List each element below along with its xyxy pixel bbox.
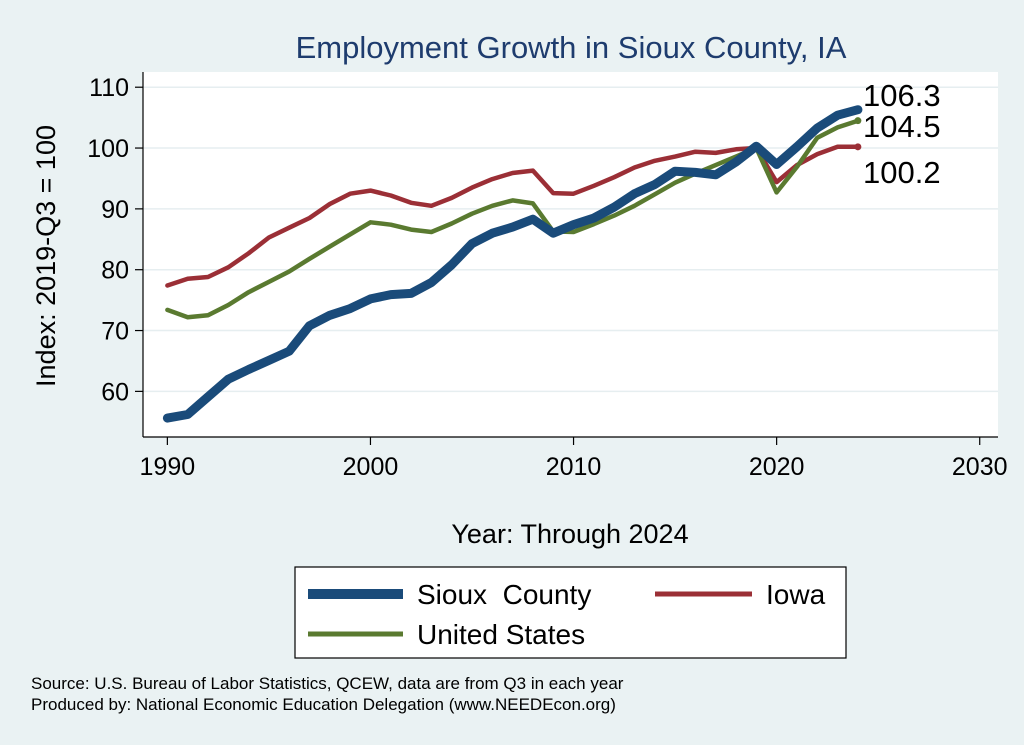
- y-tick-label-100: 100: [87, 135, 129, 163]
- x-axis-label: Year: Through 2024: [451, 519, 688, 549]
- legend-label-sioux-county: Sioux County: [417, 579, 591, 610]
- plot-area: [143, 72, 998, 437]
- end-label-sioux-county: 106.3: [863, 78, 941, 113]
- x-tick-label-2020: 2020: [749, 453, 805, 481]
- series-line-sioux-county: [162, 105, 863, 423]
- legend: Sioux County Iowa United States: [294, 566, 847, 659]
- x-tick-label-2010: 2010: [546, 453, 602, 481]
- series-line-iowa: [165, 144, 861, 288]
- x-tick-label-1990: 1990: [140, 453, 196, 481]
- end-label-united-states: 104.5: [863, 109, 941, 144]
- y-tick-label-110: 110: [89, 74, 129, 102]
- series-endpoint-iowa: [854, 143, 862, 151]
- y-tick-label-60: 60: [101, 378, 129, 406]
- chart-title: Employment Growth in Sioux County, IA: [296, 30, 847, 65]
- y-tick-label-70: 70: [101, 318, 129, 346]
- series-endpoint-sioux-county: [854, 106, 862, 114]
- legend-label-united-states: United States: [417, 619, 585, 650]
- y-axis-label: Index: 2019-Q3 = 100: [31, 125, 61, 387]
- end-label-iowa: 100.2: [863, 155, 941, 190]
- y-tick-label-80: 80: [101, 257, 129, 285]
- series-endpoint-united-states: [854, 117, 862, 125]
- legend-box: [294, 566, 847, 659]
- grid-lines: [143, 86, 998, 393]
- y-tick-label-90: 90: [101, 196, 129, 224]
- x-ticks: 1990 2000 2010 2020 2030: [140, 437, 1008, 481]
- source-line: Source: U.S. Bureau of Labor Statistics,…: [31, 674, 624, 693]
- series-lines: [162, 105, 863, 423]
- legend-label-iowa: Iowa: [766, 579, 826, 610]
- y-ticks: 60 70 80 90 100 110: [87, 74, 143, 406]
- end-labels: 106.3 100.2 104.5: [863, 78, 941, 190]
- x-tick-label-2030: 2030: [952, 453, 1008, 481]
- producer-line: Produced by: National Economic Education…: [31, 695, 616, 714]
- x-tick-label-2000: 2000: [343, 453, 399, 481]
